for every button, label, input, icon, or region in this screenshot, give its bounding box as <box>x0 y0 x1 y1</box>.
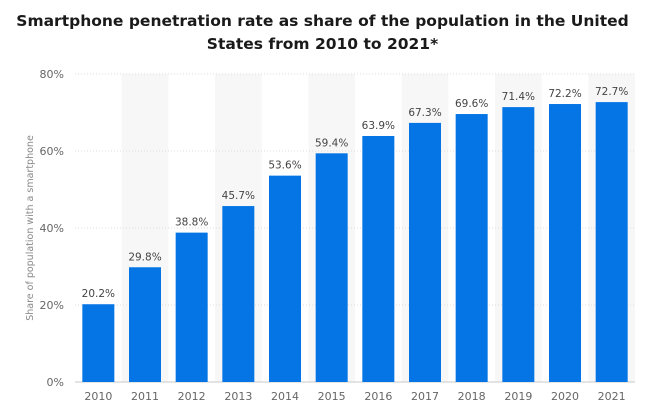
data-label: 72.7% <box>595 86 628 98</box>
data-label: 29.8% <box>128 251 161 263</box>
bar <box>362 135 395 382</box>
bar <box>269 175 301 382</box>
x-tick-label: 2012 <box>178 390 206 403</box>
x-tick-label: 2013 <box>224 390 252 403</box>
bar <box>315 153 348 382</box>
x-tick-label: 2019 <box>504 390 532 403</box>
data-label: 59.4% <box>315 137 348 149</box>
data-label: 71.4% <box>502 91 535 103</box>
chart-title: Smartphone penetration rate as share of … <box>0 10 645 56</box>
x-tick-label: 2010 <box>84 390 112 403</box>
bar <box>409 122 441 383</box>
bar <box>455 114 488 382</box>
bar <box>502 107 535 383</box>
x-tick-label: 2020 <box>551 390 579 403</box>
data-label: 67.3% <box>408 107 441 119</box>
bar <box>82 304 115 382</box>
data-label: 45.7% <box>222 190 255 202</box>
x-tick-label: 2017 <box>411 390 439 403</box>
chart-title-line-2: States from 2010 to 2021* <box>206 35 439 53</box>
bar <box>175 232 208 382</box>
bar <box>595 102 628 382</box>
x-axis-ticks: 2010 2011 2012 2013 2014 2015 2016 2017 2018 2019… <box>84 390 625 403</box>
y-axis-label: Share of population with a smartphone <box>25 135 36 321</box>
y-tick-label: 60% <box>40 145 64 158</box>
data-label: 63.9% <box>362 120 395 132</box>
gridlines <box>75 73 635 383</box>
x-tick-label: 2018 <box>458 390 486 403</box>
x-tick-label: 2021 <box>598 390 626 403</box>
data-label: 20.2% <box>82 288 115 300</box>
data-label: 53.6% <box>268 160 301 172</box>
bar <box>549 104 581 382</box>
x-tick-label: 2014 <box>271 390 299 403</box>
y-tick-label: 80% <box>40 68 64 81</box>
y-tick-label: 20% <box>40 299 64 312</box>
bar <box>222 206 255 382</box>
data-labels: 20.2% 29.8% 38.8% 45.7% 53.6% 59.4% 63.9% 67.3%… <box>82 86 629 300</box>
bars <box>82 102 628 383</box>
x-tick-label: 2016 <box>364 390 392 403</box>
y-axis-ticks: 0% 20% 40% 60% 80% <box>40 68 64 389</box>
x-tick-label: 2011 <box>131 390 159 403</box>
y-tick-label: 0% <box>47 376 64 389</box>
bar <box>129 267 161 382</box>
y-tick-label: 40% <box>40 222 64 235</box>
data-label: 69.6% <box>455 98 488 110</box>
data-label: 72.2% <box>548 88 581 100</box>
x-tick-label: 2015 <box>318 390 346 403</box>
chart-title-line-1: Smartphone penetration rate as share of … <box>16 12 629 30</box>
data-label: 38.8% <box>175 217 208 229</box>
